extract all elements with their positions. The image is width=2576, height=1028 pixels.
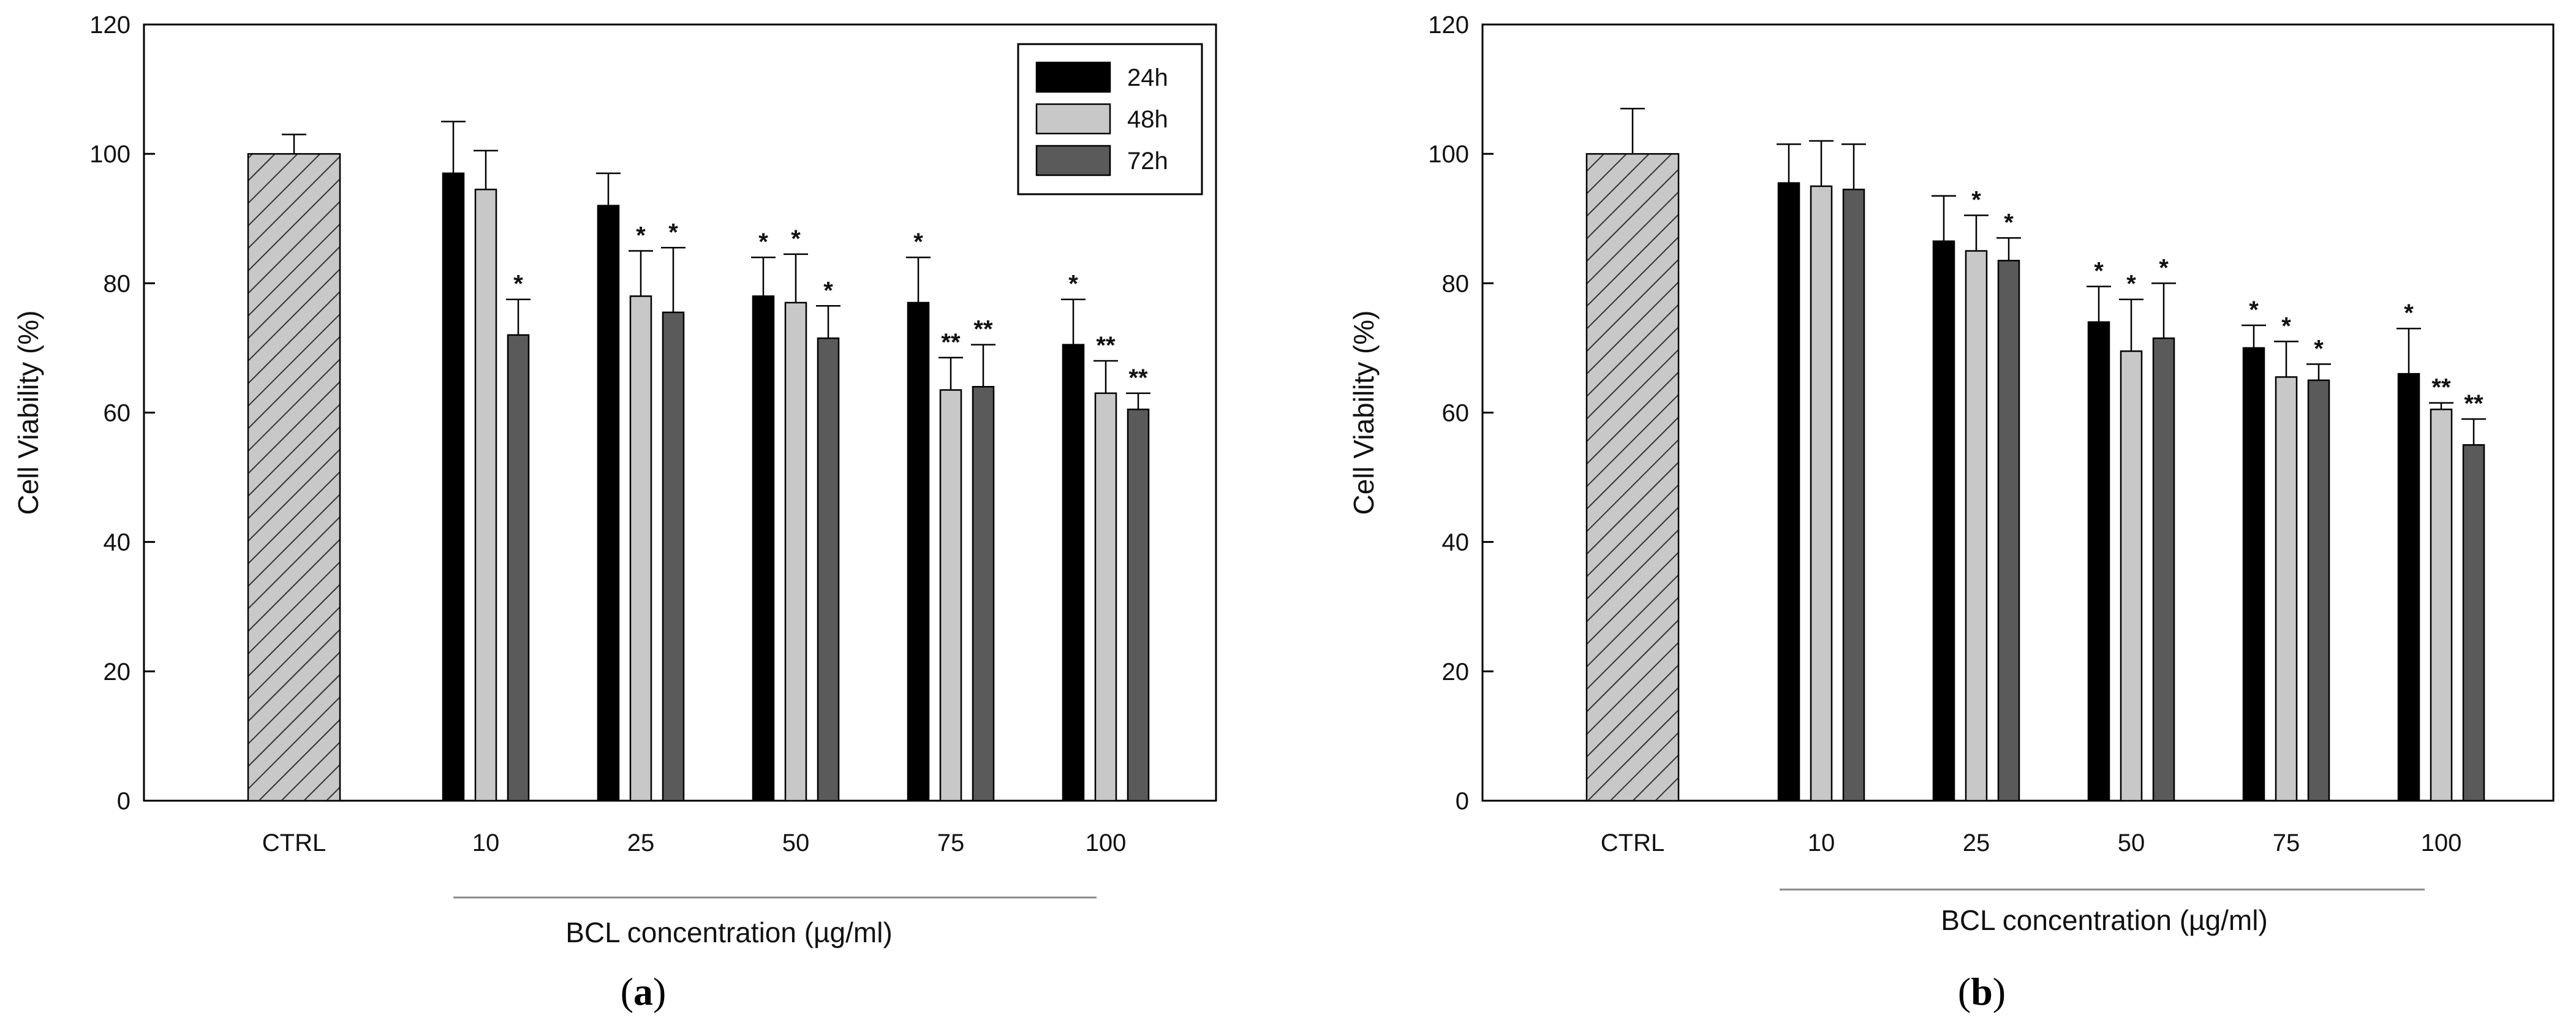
bar-75-48h xyxy=(939,389,962,802)
y-tick-label: 80 xyxy=(104,270,131,297)
x-axis-title: BCL concentration (µg/ml) xyxy=(1941,904,2268,936)
significance-marker: * xyxy=(823,277,833,304)
significance-marker: ** xyxy=(973,316,993,343)
bar-ctrl xyxy=(247,153,341,802)
y-tick-label: 40 xyxy=(1442,529,1470,556)
bar-50-24h xyxy=(2087,321,2110,802)
bar-10-24h xyxy=(1777,182,1800,802)
bar-25-48h xyxy=(1965,250,1988,802)
bar-25-24h xyxy=(597,205,620,802)
bar-10-72h xyxy=(1842,188,1865,802)
significance-marker: * xyxy=(2281,312,2291,339)
significance-marker: * xyxy=(2094,258,2104,285)
bar-75-48h xyxy=(2275,376,2298,802)
x-tick-label: 10 xyxy=(472,830,500,856)
y-tick-label: 120 xyxy=(89,12,130,39)
chart-panel-b: 0 20 40 60 80 100 120 Cell Viability (%) CTRL 10 *… xyxy=(1348,12,2555,936)
x-tick-label: 75 xyxy=(937,830,965,856)
x-tick-label: 10 xyxy=(1808,830,1835,856)
legend-swatch-48h xyxy=(1035,103,1111,135)
significance-marker: ** xyxy=(1128,365,1148,391)
bar-25-48h xyxy=(629,295,652,802)
significance-marker: * xyxy=(2314,335,2324,362)
x-tick-label-ctrl: CTRL xyxy=(1601,830,1664,856)
y-tick-label: 20 xyxy=(1442,659,1470,686)
panel-label-a: (a) xyxy=(621,970,667,1013)
legend-label-48h: 48h xyxy=(1127,106,1168,133)
y-tick-label: 80 xyxy=(1442,270,1470,297)
bar-50-72h xyxy=(2152,337,2175,802)
legend-label-24h: 24h xyxy=(1127,64,1168,91)
bar-75-24h xyxy=(907,301,930,802)
significance-marker: ** xyxy=(2464,390,2483,417)
bar-100-48h xyxy=(1094,392,1117,802)
y-tick-label: 40 xyxy=(104,529,131,556)
x-tick-label: 100 xyxy=(1086,830,1127,856)
significance-marker: ** xyxy=(2431,374,2451,401)
bar-50-72h xyxy=(817,337,840,802)
bar-100-48h xyxy=(2430,408,2453,802)
y-axis-title: Cell Viability (%) xyxy=(12,310,44,515)
x-axis-title: BCL concentration (µg/ml) xyxy=(565,917,893,948)
y-tick-label: 100 xyxy=(1428,141,1469,168)
y-tick-label: 20 xyxy=(104,659,131,686)
x-tick-label: 50 xyxy=(2118,830,2145,856)
y-tick-label: 100 xyxy=(89,141,130,168)
bar-75-72h xyxy=(2307,379,2330,802)
legend-swatch-24h xyxy=(1035,61,1111,93)
significance-marker: * xyxy=(2126,271,2136,298)
bar-ctrl xyxy=(1585,153,1680,802)
significance-marker: * xyxy=(1971,186,1981,213)
significance-marker: * xyxy=(791,225,801,252)
bar-50-48h xyxy=(784,301,807,802)
x-tick-label: 75 xyxy=(2273,830,2300,856)
y-tick-label: 0 xyxy=(1456,788,1469,815)
x-tick-label: 25 xyxy=(627,830,655,856)
y-axis-title: Cell Viability (%) xyxy=(1348,310,1380,515)
panel-label-b: (b) xyxy=(1958,970,2006,1013)
bar-75-24h xyxy=(2242,347,2265,802)
significance-marker: * xyxy=(1068,271,1078,298)
legend: 24h 48h 72h xyxy=(1017,43,1203,195)
y-tick-label: 120 xyxy=(1428,12,1469,39)
significance-marker: ** xyxy=(941,329,961,356)
x-tick-label: 25 xyxy=(1963,830,1990,856)
bar-10-48h xyxy=(474,188,497,802)
bar-25-24h xyxy=(1932,240,1955,802)
bar-100-72h xyxy=(1127,408,1150,802)
bar-25-72h xyxy=(662,311,685,802)
bar-50-24h xyxy=(752,295,775,802)
significance-marker: * xyxy=(636,222,646,249)
significance-marker: * xyxy=(2249,297,2259,323)
significance-marker: * xyxy=(913,229,923,255)
significance-marker: * xyxy=(2404,300,2414,327)
bar-10-24h xyxy=(442,172,465,802)
bar-25-72h xyxy=(1997,260,2020,802)
significance-marker: * xyxy=(2004,209,2014,236)
bar-100-24h xyxy=(2397,372,2420,802)
significance-marker: * xyxy=(668,219,678,246)
bar-10-48h xyxy=(1810,185,1833,802)
bar-50-48h xyxy=(2120,350,2143,802)
y-tick-label: 0 xyxy=(117,788,130,815)
significance-marker: ** xyxy=(1096,332,1116,359)
chart-panel-a: 0 20 40 60 80 100 120 Cell Viability (%) CTRL * 10… xyxy=(12,12,1217,948)
bar-100-72h xyxy=(2462,444,2485,802)
bar-100-24h xyxy=(1062,344,1085,802)
significance-marker: * xyxy=(758,229,768,255)
x-tick-label: 100 xyxy=(2421,830,2462,856)
significance-marker: * xyxy=(2159,254,2169,281)
bar-10-72h xyxy=(507,334,530,802)
y-tick-label: 60 xyxy=(1442,400,1470,427)
y-tick-label: 60 xyxy=(104,400,131,427)
x-tick-label-ctrl: CTRL xyxy=(262,830,326,856)
significance-marker: * xyxy=(513,271,523,298)
x-tick-label: 50 xyxy=(782,830,810,856)
legend-label-72h: 72h xyxy=(1127,148,1168,175)
bar-75-72h xyxy=(972,386,995,802)
legend-swatch-72h xyxy=(1035,145,1111,176)
